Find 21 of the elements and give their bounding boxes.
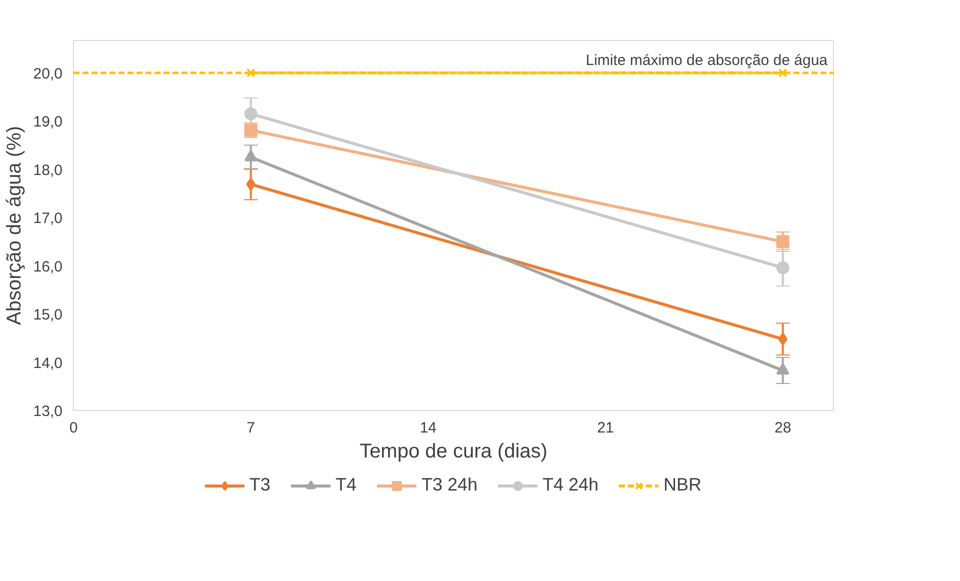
legend-label: T4: [335, 474, 356, 496]
y-tick-label: 14,0: [33, 354, 63, 372]
y-tick-label: 20,0: [33, 65, 63, 82]
y-tick-label: 13,0: [33, 403, 63, 420]
y-tick-label: 16,0: [33, 258, 63, 276]
legend-label: T4 24h: [542, 474, 599, 496]
x-tick-label: 21: [597, 420, 614, 436]
y-tick-label: 17,0: [33, 210, 63, 228]
x-axis-title: Tempo de cura (dias): [360, 440, 548, 462]
y-axis-title: Absorção de água (%): [3, 126, 26, 325]
ref-line-label: Limite máximo de absorção de água: [586, 52, 828, 69]
y-tick-label: 18,0: [33, 162, 63, 179]
legend-label: T3 24h: [421, 474, 478, 496]
x-tick-label: 14: [420, 420, 437, 436]
x-tick-label: 0: [69, 420, 78, 436]
y-tick-label: 19,0: [33, 114, 63, 131]
x-tick-label: 28: [774, 420, 792, 436]
legend-label: T3: [249, 474, 270, 496]
legend-label: NBR: [664, 474, 702, 496]
y-tick-label: 15,0: [33, 306, 63, 324]
x-tick-label: 7: [246, 420, 256, 436]
